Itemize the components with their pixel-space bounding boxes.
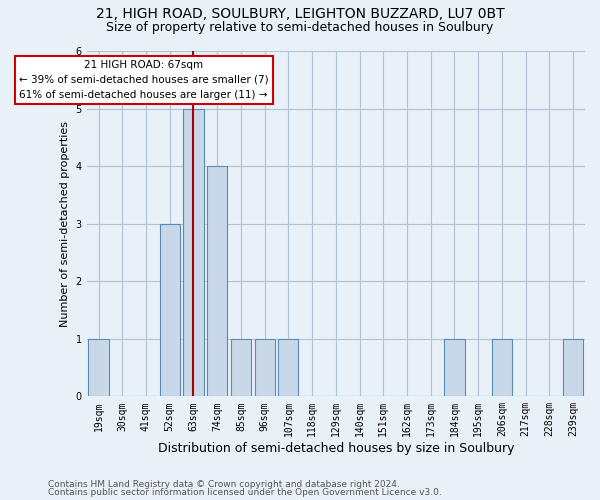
Bar bbox=[254, 339, 275, 396]
Bar bbox=[445, 339, 464, 396]
Text: Contains public sector information licensed under the Open Government Licence v3: Contains public sector information licen… bbox=[48, 488, 442, 497]
Text: Contains HM Land Registry data © Crown copyright and database right 2024.: Contains HM Land Registry data © Crown c… bbox=[48, 480, 400, 489]
Bar bbox=[160, 224, 180, 396]
Y-axis label: Number of semi-detached properties: Number of semi-detached properties bbox=[60, 121, 70, 327]
Bar bbox=[207, 166, 227, 396]
Bar bbox=[231, 339, 251, 396]
Text: 21, HIGH ROAD, SOULBURY, LEIGHTON BUZZARD, LU7 0BT: 21, HIGH ROAD, SOULBURY, LEIGHTON BUZZAR… bbox=[95, 8, 505, 22]
Bar bbox=[278, 339, 298, 396]
Bar bbox=[184, 109, 203, 397]
Text: Size of property relative to semi-detached houses in Soulbury: Size of property relative to semi-detach… bbox=[106, 21, 494, 34]
Bar bbox=[88, 339, 109, 396]
X-axis label: Distribution of semi-detached houses by size in Soulbury: Distribution of semi-detached houses by … bbox=[158, 442, 514, 455]
Bar bbox=[492, 339, 512, 396]
Bar bbox=[563, 339, 583, 396]
Text: 21 HIGH ROAD: 67sqm
← 39% of semi-detached houses are smaller (7)
61% of semi-de: 21 HIGH ROAD: 67sqm ← 39% of semi-detach… bbox=[19, 60, 268, 100]
